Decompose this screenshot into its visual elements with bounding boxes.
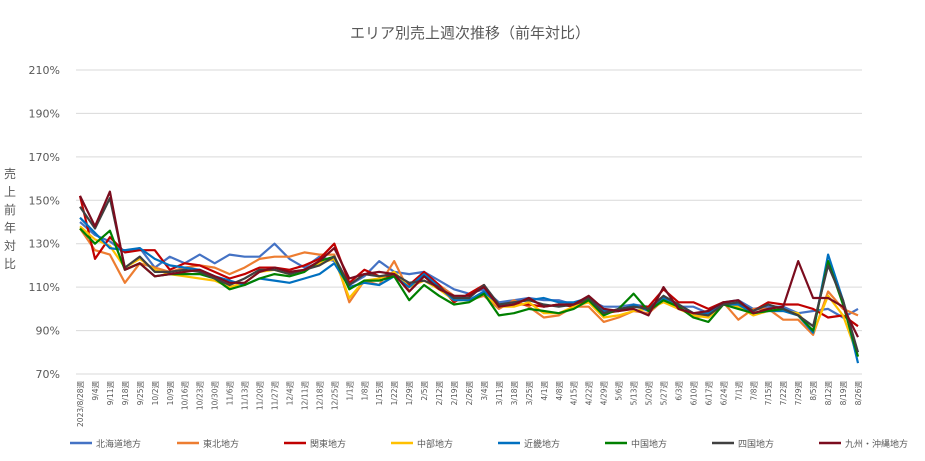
legend-label: 東北地方 [203,438,239,450]
x-tick-label: 12/18週 [315,381,324,411]
x-tick-label: 2023/8/28週 [76,381,85,427]
x-tick-label: 7/8週 [749,381,758,401]
y-axis-ticks: 70% 90% 110% 130% 150% 170% 190% 210% [29,64,60,381]
y-axis-label-char: 前 [4,202,16,217]
legend-label: 中国地方 [631,438,667,450]
x-tick-label: 4/15週 [570,381,579,406]
y-axis-label-char: 年 [4,221,16,235]
gridlines [76,69,862,375]
y-axis-label-char: 対 [4,239,16,253]
y-tick-label: 110% [29,281,60,294]
series-line-4 [79,225,860,357]
x-tick-label: 1/29週 [405,381,414,406]
x-tick-label: 5/20週 [645,381,654,406]
x-tick-label: 12/4週 [285,381,294,406]
x-tick-label: 2/5週 [420,381,429,401]
x-tick-label: 2/19週 [450,381,459,406]
x-tick-label: 12/25週 [330,381,339,411]
x-tick-label: 9/18週 [121,381,130,406]
x-tick-label: 8/19週 [839,381,848,406]
x-tick-label: 10/23週 [196,381,205,411]
y-tick-label: 130% [29,238,60,251]
x-tick-label: 11/20週 [256,381,265,411]
x-tick-label: 2/12週 [435,381,444,406]
x-tick-label: 8/5週 [809,381,818,401]
x-tick-label: 9/25週 [136,381,145,406]
x-tick-label: 10/16週 [181,381,190,411]
x-tick-label: 5/13週 [630,381,639,406]
x-tick-label: 4/8週 [555,381,564,401]
x-tick-label: 7/1週 [734,381,743,401]
legend: 北海道地方 東北地方 関東地方 中部地方 近畿地方 中国地方 四国地方 九州・沖縄地方 [70,438,908,450]
x-tick-label: 9/11週 [106,381,115,406]
x-tick-label: 11/27週 [271,381,280,411]
x-tick-label: 3/11週 [495,381,504,406]
x-tick-label: 8/26週 [854,381,863,406]
y-axis-label-char: 売 [4,166,16,181]
chart-title: エリア別売上週次推移（前年対比） [350,24,590,42]
legend-label: 九州・沖縄地方 [845,438,908,450]
x-tick-label: 3/4週 [480,381,489,401]
x-tick-label: 1/1週 [345,381,354,401]
x-tick-label: 6/17週 [704,381,713,406]
x-tick-label: 4/22週 [585,381,594,406]
x-tick-label: 10/30週 [211,381,220,411]
series-line-8 [79,190,859,338]
legend-label: 中部地方 [417,438,453,450]
x-axis-ticks: 2023/8/28週 9/4週 9/11週 9/18週 9/25週 10/2週 10/9週 1… [76,381,863,427]
x-tick-label: 6/10週 [689,381,698,406]
x-tick-label: 7/22週 [779,381,788,406]
y-tick-label: 170% [29,151,60,164]
series-line-7 [79,197,860,353]
x-tick-label: 5/27週 [660,381,669,406]
x-tick-label: 3/25週 [525,381,534,406]
legend-label: 四国地方 [738,438,774,450]
x-tick-label: 10/9週 [166,381,175,406]
x-tick-label: 9/4週 [91,381,100,401]
x-tick-label: 1/8週 [360,381,369,401]
x-tick-label: 2/26週 [465,381,474,406]
x-tick-label: 5/6週 [615,381,624,401]
x-tick-label: 10/2週 [151,381,160,406]
y-axis-label-char: 比 [4,257,16,271]
x-tick-label: 3/18週 [510,381,519,406]
x-tick-label: 6/3週 [674,381,683,401]
x-tick-label: 1/22週 [390,381,399,406]
y-tick-label: 210% [29,64,60,77]
x-tick-label: 6/24週 [719,381,728,406]
legend-label: 近畿地方 [524,438,560,450]
y-axis-label-char: 上 [4,185,16,199]
y-tick-label: 70% [36,368,60,381]
x-tick-label: 8/12週 [824,381,833,406]
y-tick-label: 190% [29,107,60,120]
x-tick-label: 7/15週 [764,381,773,406]
x-tick-label: 11/6週 [226,381,235,406]
x-tick-label: 4/29週 [600,381,609,406]
legend-label: 北海道地方 [96,438,141,450]
y-tick-label: 90% [36,325,60,338]
series-lines [78,190,860,364]
x-tick-label: 12/11週 [300,381,309,411]
series-line-5 [79,216,860,364]
x-tick-label: 1/15週 [375,381,384,406]
legend-label: 関東地方 [310,438,346,450]
series-line-2 [79,227,859,336]
x-tick-label: 7/29週 [794,381,803,406]
x-tick-label: 11/13週 [241,381,250,411]
x-tick-label: 4/1週 [540,381,549,401]
y-tick-label: 150% [29,194,60,207]
